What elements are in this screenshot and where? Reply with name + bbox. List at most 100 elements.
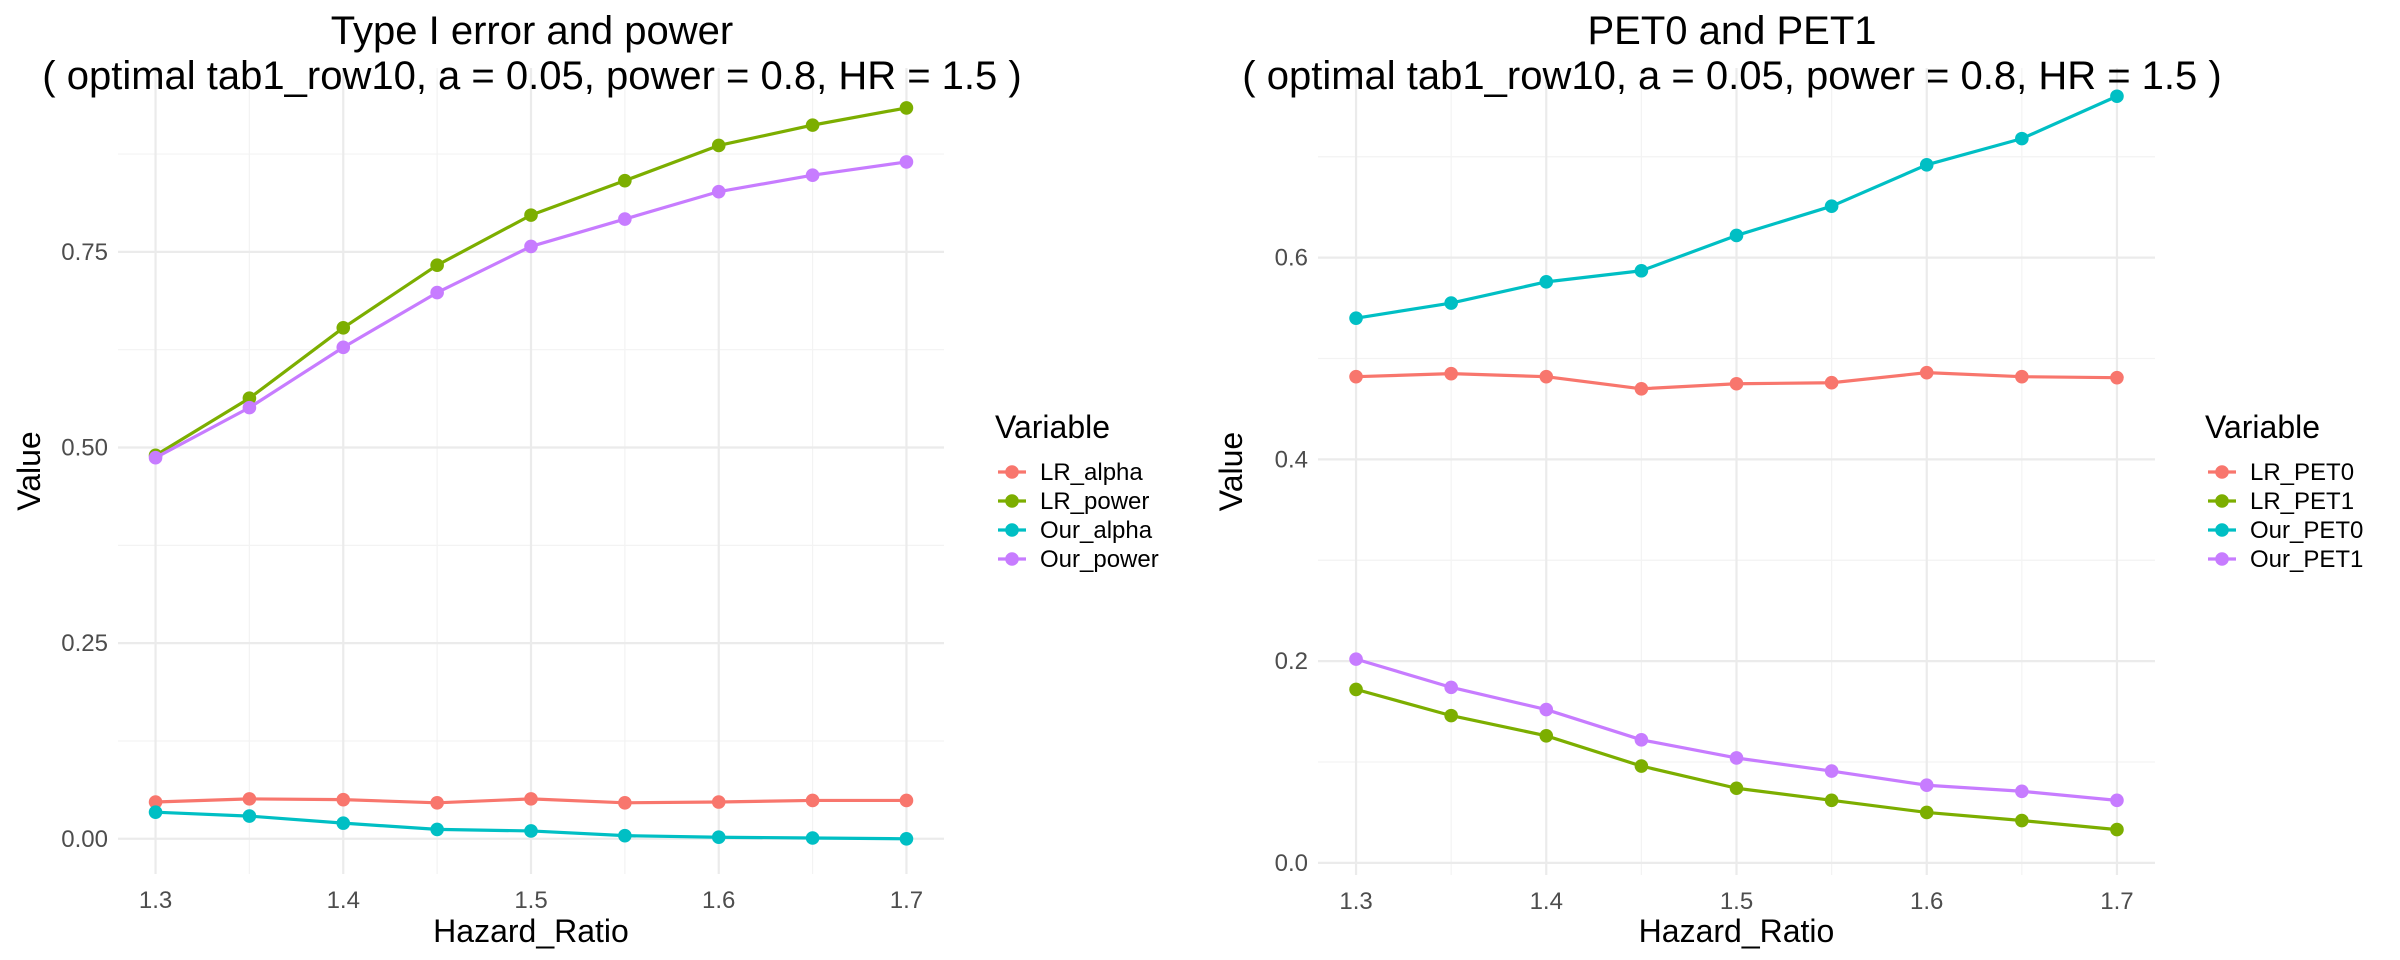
data-point-LR_PET0 <box>2015 369 2029 384</box>
data-point-Our_power <box>899 155 914 169</box>
legend-title: Variable <box>2205 409 2320 445</box>
data-point-LR_power <box>336 320 351 335</box>
data-point-Our_PET0 <box>1729 228 1744 243</box>
data-point-LR_power <box>524 208 538 222</box>
data-point-Our_PET0 <box>1444 296 1458 310</box>
data-point-LR_PET0 <box>1919 365 1934 380</box>
data-point-LR_PET1 <box>2015 813 2029 828</box>
x-tick-label: 1.7 <box>2100 888 2133 915</box>
data-point-LR_alpha <box>711 795 726 809</box>
data-point-Our_alpha <box>148 805 163 819</box>
legend-key-point <box>1005 465 1019 479</box>
data-point-LR_alpha <box>242 792 257 806</box>
x-tick-label: 1.3 <box>139 887 172 914</box>
data-point-Our_power <box>430 285 444 300</box>
data-point-Our_PET0 <box>2015 131 2029 146</box>
legend-item-Our_PET0: Our_PET0 <box>2208 517 2363 544</box>
x-axis-title: Hazard_Ratio <box>1639 913 1835 949</box>
data-point-LR_power <box>242 391 257 406</box>
y-axis-title: Value <box>11 431 47 510</box>
legend-key-point <box>2215 465 2229 479</box>
data-point-LR_PET0 <box>1539 369 1554 384</box>
legend-key-point <box>1005 494 1019 508</box>
data-point-Our_PET1 <box>1634 733 1649 747</box>
x-tick-label: 1.4 <box>1530 888 1563 915</box>
series-LR_alpha <box>148 792 914 810</box>
x-tick-label: 1.5 <box>1720 888 1753 915</box>
legend-key-point <box>1005 552 1019 566</box>
series-Our_alpha <box>148 805 914 846</box>
legend-key-point <box>1005 523 1019 537</box>
chart-subtitle: ( optimal tab1_row10, a = 0.05, power = … <box>1242 54 2221 98</box>
data-point-Our_alpha <box>336 816 351 830</box>
x-axis-title: Hazard_Ratio <box>433 913 629 949</box>
data-point-Our_power <box>242 400 257 415</box>
data-point-LR_alpha <box>524 792 538 806</box>
data-point-Our_power <box>336 340 351 355</box>
data-point-LR_power <box>430 258 444 272</box>
data-point-LR_PET1 <box>2110 822 2124 837</box>
data-point-LR_alpha <box>148 795 163 809</box>
data-point-LR_PET0 <box>1729 376 1744 391</box>
series-LR_PET0 <box>1349 365 2124 396</box>
chart-subtitle: ( optimal tab1_row10, a = 0.05, power = … <box>42 54 1021 98</box>
legend-label: LR_PET1 <box>2250 488 2354 515</box>
x-tick-label: 1.5 <box>514 887 547 914</box>
data-point-Our_power <box>524 239 538 254</box>
data-point-LR_PET1 <box>1349 682 1363 697</box>
data-point-LR_PET1 <box>1444 708 1458 723</box>
data-point-Our_PET0 <box>2110 89 2124 104</box>
data-point-LR_PET1 <box>1919 805 1934 820</box>
data-point-Our_PET0 <box>1349 311 1363 325</box>
data-point-Our_alpha <box>524 824 538 838</box>
series-Our_PET1 <box>1349 652 2124 808</box>
legend-label: LR_alpha <box>1040 459 1143 486</box>
y-axis-title: Value <box>1213 432 1249 511</box>
grid-lines <box>118 68 944 874</box>
series-Our_PET0 <box>1349 89 2124 325</box>
data-point-Our_PET1 <box>2110 793 2124 808</box>
chart-title: PET0 and PET1 <box>1587 9 1876 53</box>
data-point-LR_PET1 <box>1729 781 1744 796</box>
legend-item-Our_alpha: Our_alpha <box>998 517 1153 544</box>
y-tick-label: 0.0 <box>1275 850 1308 877</box>
data-point-LR_power <box>805 118 820 132</box>
chart-panel-2: 1.3 1.4 1.5 1.6 1.7 0.0 0.2 0.4 0.6 PET0 and PET1… <box>1213 9 2363 949</box>
legend: Variable LR_alphaLR_powerOur_alphaOur_pow… <box>995 409 1159 573</box>
legend-item-Our_PET1: Our_PET1 <box>2208 546 2363 573</box>
data-point-Our_PET1 <box>1539 702 1554 717</box>
data-point-Our_power <box>618 212 632 226</box>
legend-key-point <box>2215 494 2229 508</box>
data-point-LR_alpha <box>430 795 444 810</box>
legend-label: Our_PET1 <box>2250 546 2363 573</box>
x-tick-label: 1.6 <box>702 887 735 914</box>
data-point-Our_PET1 <box>1919 778 1934 793</box>
data-point-Our_PET0 <box>1539 275 1554 289</box>
legend-title: Variable <box>995 409 1110 445</box>
data-point-LR_PET0 <box>1349 369 1363 384</box>
data-point-LR_alpha <box>336 792 351 807</box>
data-point-LR_power <box>899 101 914 115</box>
x-tick-label: 1.3 <box>1339 888 1372 915</box>
legend-item-Our_power: Our_power <box>998 546 1159 573</box>
x-tick-label: 1.4 <box>327 887 360 914</box>
legend-key-point <box>2215 523 2229 537</box>
data-point-Our_alpha <box>430 822 444 837</box>
data-point-Our_PET1 <box>1349 652 1363 666</box>
data-point-LR_PET0 <box>2110 370 2124 385</box>
y-tick-label: 0.4 <box>1275 446 1308 473</box>
y-tick-label: 0.6 <box>1275 245 1308 272</box>
y-tick-label: 0.75 <box>61 239 108 266</box>
data-point-LR_PET1 <box>1824 793 1839 808</box>
legend-item-LR_PET0: LR_PET0 <box>2208 459 2354 486</box>
data-point-LR_PET0 <box>1444 366 1458 381</box>
data-point-LR_power <box>618 173 632 188</box>
chart-title: Type I error and power <box>331 9 733 53</box>
data-point-Our_power <box>805 168 820 183</box>
data-point-Our_PET1 <box>1824 764 1839 778</box>
legend-item-LR_PET1: LR_PET1 <box>2208 488 2354 515</box>
data-point-Our_power <box>148 450 163 465</box>
legend-label: Our_PET0 <box>2250 517 2363 544</box>
